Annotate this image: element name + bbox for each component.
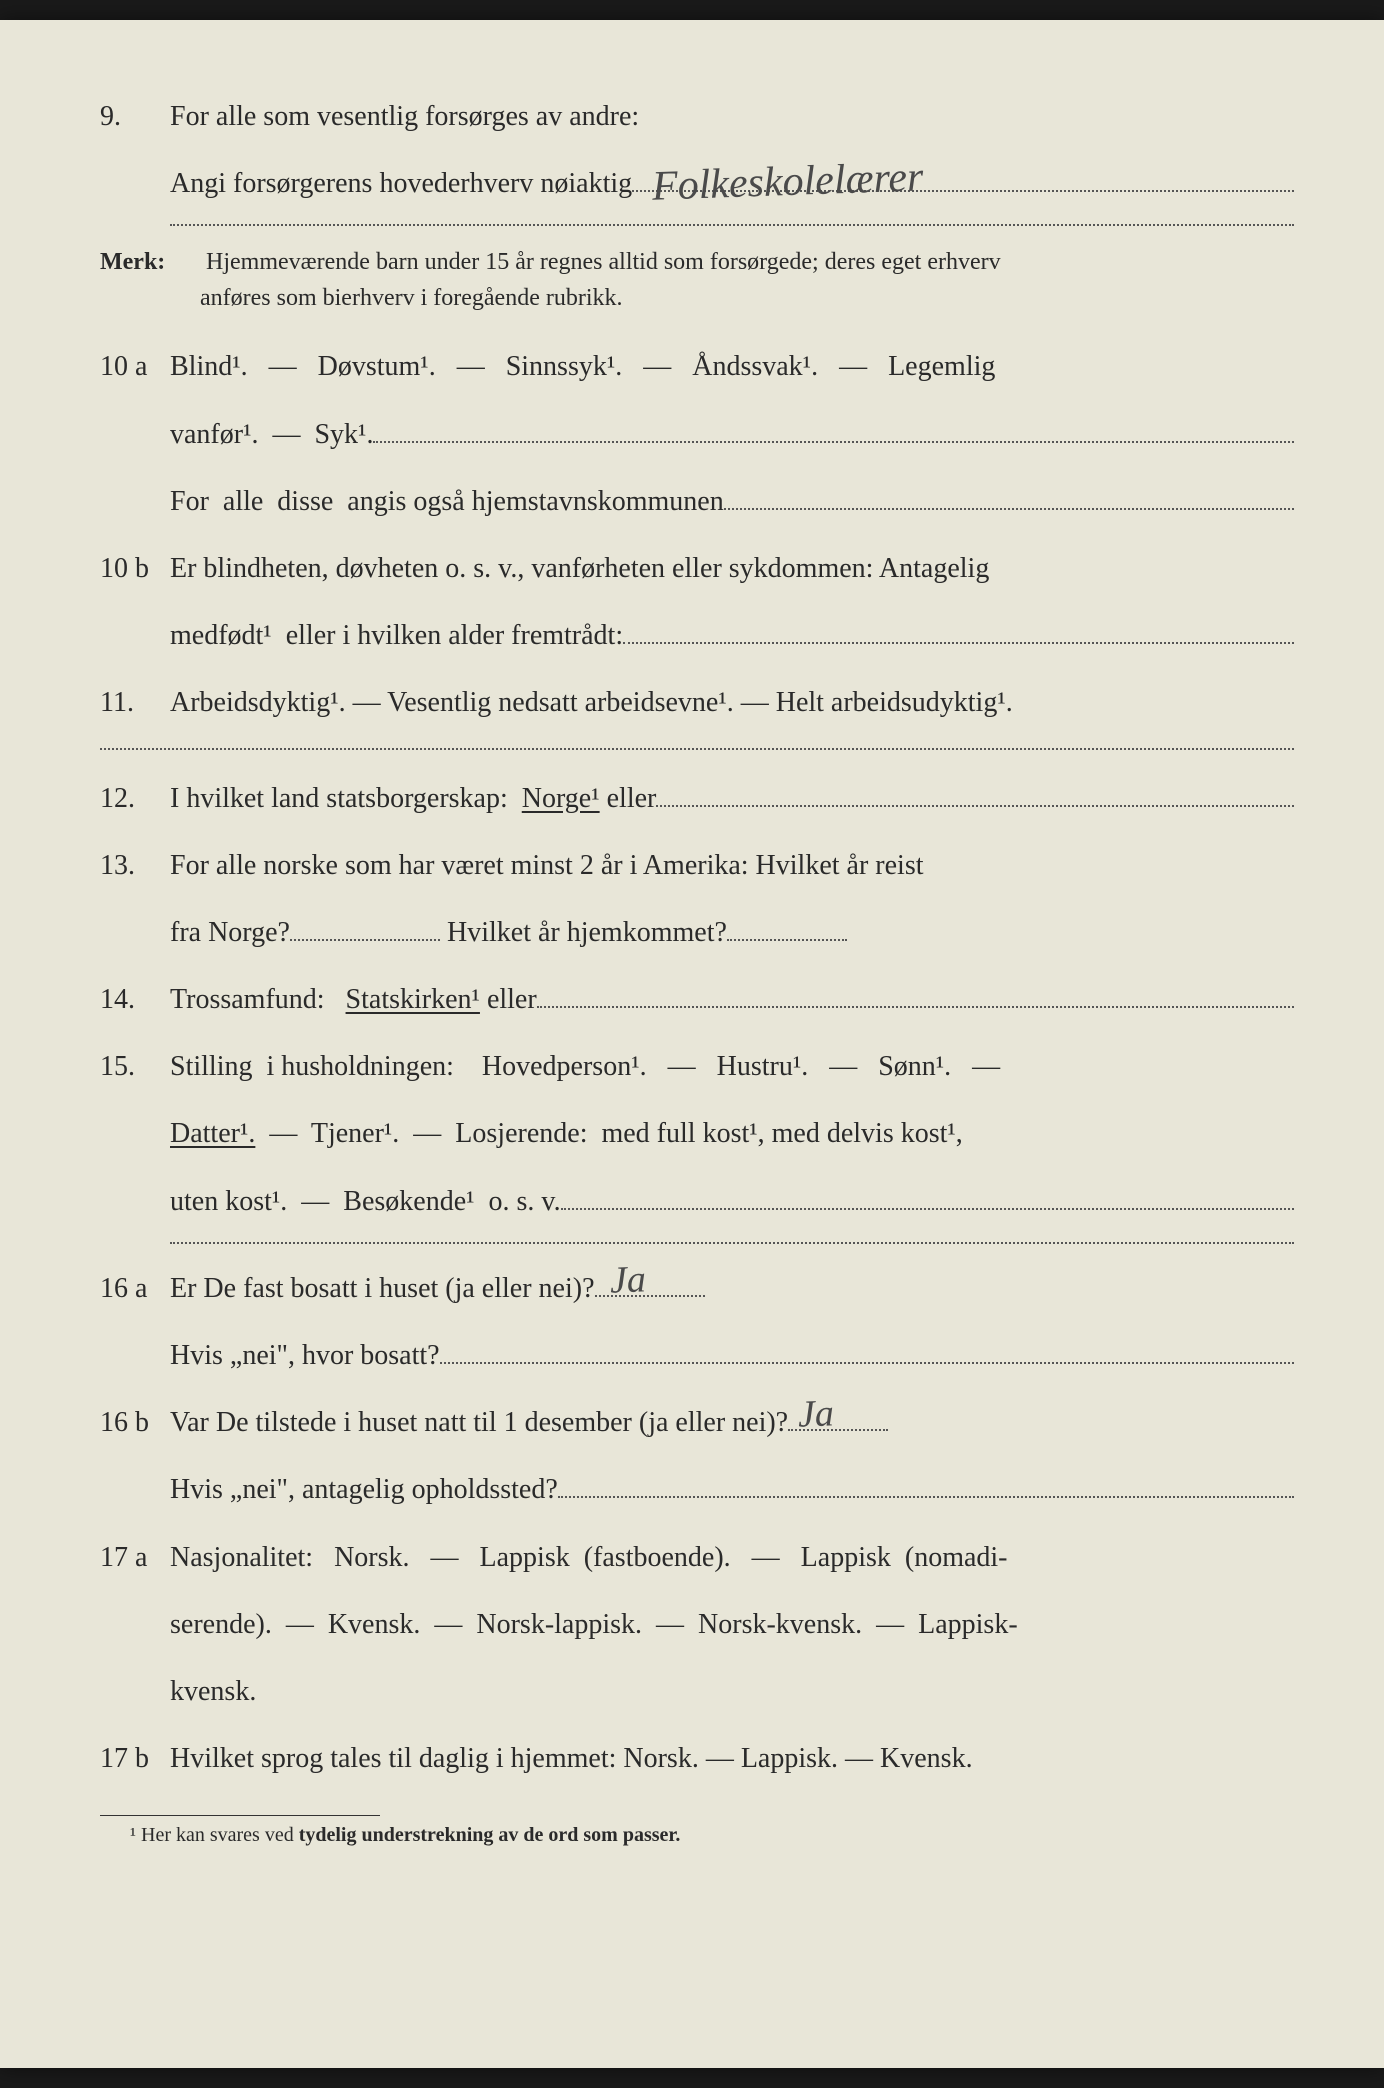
merk-block: Merk: Hjemmeværende barn under 15 år reg… bbox=[100, 244, 1294, 316]
q17a-line1: 17 a Nasjonalitet: Norsk. — Lappisk (fas… bbox=[100, 1531, 1294, 1584]
q10a-text3: For alle disse angis også hjemstavnskomm… bbox=[170, 475, 724, 528]
q10a-line2: vanfør¹. — Syk¹. bbox=[100, 408, 1294, 461]
q10a-line3: For alle disse angis også hjemstavnskomm… bbox=[100, 475, 1294, 528]
q14-suffix: eller bbox=[480, 973, 537, 1026]
q12-prefix: I hvilket land statsborgerskap: bbox=[170, 772, 522, 825]
q16b-handwritten: Ja bbox=[797, 1378, 835, 1451]
q17a-text2: serende). — Kvensk. — Norsk-lappisk. — N… bbox=[170, 1598, 1018, 1651]
q15-text3: uten kost¹. — Besøkende¹ o. s. v. bbox=[170, 1175, 561, 1228]
q14-prefix: Trossamfund: bbox=[170, 973, 346, 1026]
q10a-number: 10 a bbox=[100, 340, 170, 393]
q16a-fill1: Ja bbox=[595, 1266, 705, 1297]
q14-number: 14. bbox=[100, 973, 170, 1026]
q16a-text1: Er De fast bosatt i huset (ja eller nei)… bbox=[170, 1262, 595, 1315]
q16b-text1: Var De tilstede i huset natt til 1 desem… bbox=[170, 1396, 788, 1449]
q9-line1: 9. For alle som vesentlig forsørges av a… bbox=[100, 90, 1294, 143]
q13-line2: fra Norge? Hvilket år hjemkommet? bbox=[100, 906, 1294, 959]
q15-line3: uten kost¹. — Besøkende¹ o. s. v. bbox=[100, 1175, 1294, 1228]
q9-handwritten: Folkeskolelærer bbox=[651, 139, 925, 228]
q15-fill bbox=[561, 1179, 1294, 1210]
q12-fill bbox=[656, 776, 1294, 807]
q16a-number: 16 a bbox=[100, 1262, 170, 1315]
q9-line2: Angi forsørgerens hovederhverv nøiaktig … bbox=[100, 157, 1294, 210]
q10a-text2: vanfør¹. — Syk¹. bbox=[170, 408, 373, 461]
q16a-handwritten: Ja bbox=[608, 1243, 646, 1316]
q12-number: 12. bbox=[100, 772, 170, 825]
q17a-line2: serende). — Kvensk. — Norsk-lappisk. — N… bbox=[100, 1598, 1294, 1651]
q17b-number: 17 b bbox=[100, 1732, 170, 1785]
footnote: ¹ Her kan svares ved tydelig understrekn… bbox=[100, 1815, 1294, 1847]
q9-number: 9. bbox=[100, 90, 170, 143]
q17b-line: 17 b Hvilket sprog tales til daglig i hj… bbox=[100, 1732, 1294, 1785]
q16b-number: 16 b bbox=[100, 1396, 170, 1449]
q17a-line3: kvensk. bbox=[100, 1665, 1294, 1718]
q14-underlined: Statskirken¹ bbox=[346, 973, 480, 1026]
q14-fill bbox=[537, 977, 1294, 1008]
q10b-fill bbox=[623, 613, 1294, 644]
q16b-fill2 bbox=[558, 1468, 1294, 1499]
q16b-line1: 16 b Var De tilstede i huset natt til 1 … bbox=[100, 1396, 1294, 1449]
q10a-line1: 10 a Blind¹. — Døvstum¹. — Sinnssyk¹. — … bbox=[100, 340, 1294, 393]
q9-text1: For alle som vesentlig forsørges av andr… bbox=[170, 90, 1294, 143]
q9-fill: Folkeskolelærer bbox=[632, 161, 1294, 192]
q10b-text1: Er blindheten, døvheten o. s. v., vanfør… bbox=[170, 542, 1294, 595]
q9-text2: Angi forsørgerens hovederhverv nøiaktig bbox=[170, 157, 632, 210]
q13-text2b: Hvilket år hjemkommet? bbox=[440, 906, 727, 959]
merk-text1: Hjemmeværende barn under 15 år regnes al… bbox=[206, 249, 1001, 275]
q15-text1: Stilling i husholdningen: Hovedperson¹. … bbox=[170, 1040, 1294, 1093]
q15-number: 15. bbox=[100, 1040, 170, 1093]
q10b-line2: medfødt¹ eller i hvilken alder fremtrådt… bbox=[100, 609, 1294, 662]
q17a-text1: Nasjonalitet: Norsk. — Lappisk (fastboen… bbox=[170, 1531, 1294, 1584]
q14-line: 14. Trossamfund: Statskirken¹ eller bbox=[100, 973, 1294, 1026]
q16b-line2: Hvis „nei", antagelig opholdssted? bbox=[100, 1463, 1294, 1516]
q10a-text1: Blind¹. — Døvstum¹. — Sinnssyk¹. — Åndss… bbox=[170, 340, 1294, 393]
merk-text2: anføres som bierhverv i foregående rubri… bbox=[100, 285, 623, 311]
q15-underlined: Datter¹. bbox=[170, 1107, 255, 1160]
divider bbox=[170, 1242, 1294, 1244]
q15-text2: — Tjener¹. — Losjerende: med full kost¹,… bbox=[255, 1107, 962, 1160]
q17a-text3: kvensk. bbox=[170, 1665, 256, 1718]
q16a-line2: Hvis „nei", hvor bosatt? bbox=[100, 1329, 1294, 1382]
q13-text1: For alle norske som har været minst 2 år… bbox=[170, 839, 1294, 892]
q16a-fill2 bbox=[440, 1333, 1294, 1364]
divider bbox=[100, 748, 1294, 750]
q10a-fill2 bbox=[724, 479, 1294, 510]
q16b-text2: Hvis „nei", antagelig opholdssted? bbox=[170, 1463, 558, 1516]
merk-label: Merk: bbox=[100, 244, 200, 280]
q12-underlined: Norge¹ bbox=[522, 772, 600, 825]
q13-fill2 bbox=[727, 910, 847, 941]
q16a-text2: Hvis „nei", hvor bosatt? bbox=[170, 1329, 440, 1382]
q15-line2: Datter¹. — Tjener¹. — Losjerende: med fu… bbox=[100, 1107, 1294, 1160]
q10b-line1: 10 b Er blindheten, døvheten o. s. v., v… bbox=[100, 542, 1294, 595]
form-page: 9. For alle som vesentlig forsørges av a… bbox=[0, 20, 1384, 2068]
q17a-number: 17 a bbox=[100, 1531, 170, 1584]
q13-fill1 bbox=[290, 910, 440, 941]
footnote-plain: Her kan svares ved bbox=[141, 1824, 299, 1846]
q13-number: 13. bbox=[100, 839, 170, 892]
q13-line1: 13. For alle norske som har været minst … bbox=[100, 839, 1294, 892]
footnote-bold: tydelig understrekning av de ord som pas… bbox=[299, 1824, 681, 1846]
q13-text2a: fra Norge? bbox=[170, 906, 290, 959]
footnote-marker: ¹ bbox=[130, 1824, 136, 1846]
q10a-fill1 bbox=[373, 412, 1294, 443]
q16a-line1: 16 a Er De fast bosatt i huset (ja eller… bbox=[100, 1262, 1294, 1315]
q11-number: 11. bbox=[100, 676, 170, 729]
q10b-text2: medfødt¹ eller i hvilken alder fremtrådt… bbox=[170, 609, 623, 662]
q17b-text: Hvilket sprog tales til daglig i hjemmet… bbox=[170, 1732, 1294, 1785]
q10b-number: 10 b bbox=[100, 542, 170, 595]
q15-line1: 15. Stilling i husholdningen: Hovedperso… bbox=[100, 1040, 1294, 1093]
q11-text: Arbeidsdyktig¹. — Vesentlig nedsatt arbe… bbox=[170, 676, 1294, 729]
q11-line: 11. Arbeidsdyktig¹. — Vesentlig nedsatt … bbox=[100, 676, 1294, 729]
footnote-rule bbox=[100, 1815, 380, 1816]
q12-suffix: eller bbox=[600, 772, 657, 825]
q16b-fill1: Ja bbox=[788, 1400, 888, 1431]
q12-line: 12. I hvilket land statsborgerskap: Norg… bbox=[100, 772, 1294, 825]
